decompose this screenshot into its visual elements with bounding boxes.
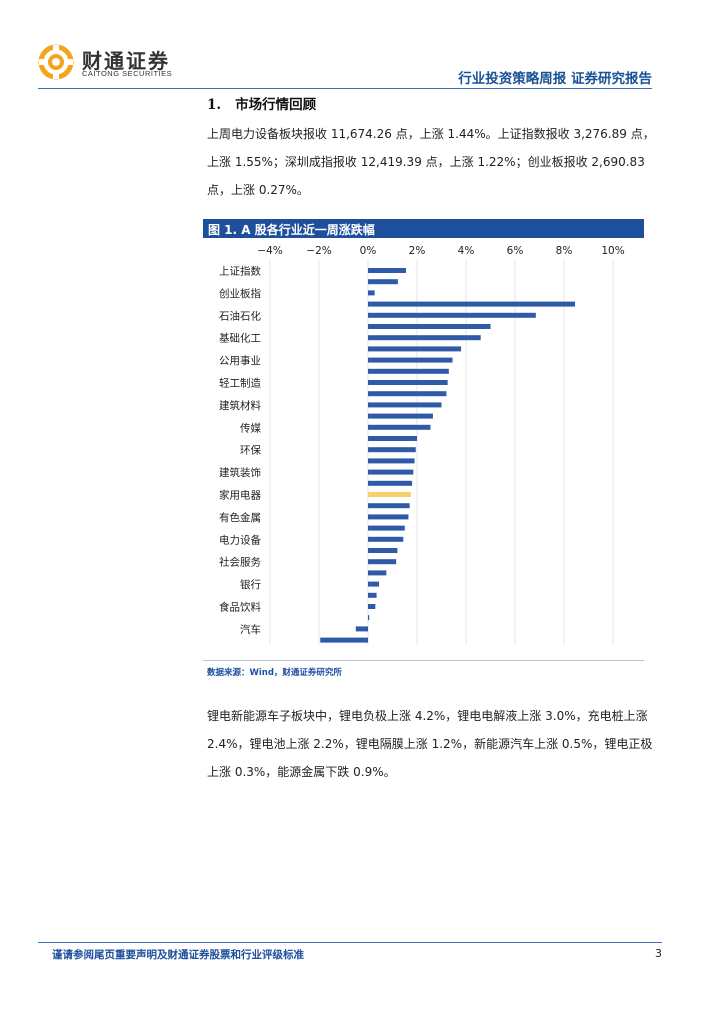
bar	[368, 279, 398, 285]
bar	[368, 536, 404, 542]
bar	[368, 559, 397, 565]
bar	[368, 346, 462, 352]
category-label: 汽车	[240, 623, 261, 636]
bar	[368, 503, 410, 509]
bar	[368, 492, 411, 497]
industry-weekly-change-chart: −4% −2% 0% 2% 4% 6% 8% 10% 上证指数创业板指石油石化基础化工公用事业轻…	[219, 245, 625, 645]
section-number: 1.	[207, 97, 222, 113]
source-divider	[203, 660, 644, 661]
footer-divider	[38, 942, 662, 943]
company-logo: 财通证券 CAITONG SECURITIES	[38, 44, 178, 84]
logo-english-name: CAITONG SECURITIES	[82, 69, 173, 78]
bar	[368, 424, 431, 430]
bar	[368, 312, 536, 318]
footer-disclaimer: 谨请参阅尾页重要声明及财通证券股票和行业评级标准	[52, 949, 304, 961]
bar	[320, 637, 368, 643]
section-heading: 1. 市场行情回顾	[207, 93, 316, 113]
x-tick-label: 4%	[458, 245, 475, 257]
bar	[368, 525, 405, 531]
x-tick-label: −2%	[306, 245, 331, 257]
category-label: 上证指数	[219, 265, 261, 278]
category-label: 石油石化	[219, 309, 261, 322]
category-label: 电力设备	[219, 533, 261, 546]
bar	[368, 592, 377, 598]
category-label: 银行	[240, 578, 261, 591]
category-label: 轻工制造	[219, 377, 261, 390]
bar	[368, 514, 409, 520]
bar	[368, 402, 442, 408]
bar	[368, 357, 453, 363]
category-label: 创业板指	[219, 287, 261, 300]
category-label: 环保	[240, 444, 261, 457]
figure-title: 图 1. A 股各行业近一周涨跌幅	[208, 223, 375, 237]
x-tick-label: 10%	[601, 245, 624, 257]
category-label: 食品饮料	[219, 601, 261, 614]
market-review-paragraph: 上周电力设备板块报收 11,674.26 点，上涨 1.44%。上证指数报收 3…	[207, 127, 655, 197]
x-tick-label: 8%	[556, 245, 573, 257]
bar	[368, 301, 576, 307]
bar	[368, 413, 433, 419]
lithium-subsector-paragraph: 锂电新能源车子板块中，锂电负极上涨 4.2%，锂电电解液上涨 3.0%，充电桩上…	[207, 709, 653, 779]
header-divider	[38, 88, 652, 89]
category-label: 建筑材料	[219, 399, 261, 412]
bar	[368, 436, 417, 441]
report-type-label: 行业投资策略周报 证券研究报告	[458, 71, 652, 87]
bar	[368, 458, 415, 464]
bar	[368, 268, 406, 273]
figure-title-bar: 图 1. A 股各行业近一周涨跌幅	[203, 219, 644, 238]
bar	[368, 324, 491, 329]
bar	[368, 604, 376, 609]
bar	[368, 447, 416, 453]
bar	[368, 548, 398, 553]
category-label: 社会服务	[219, 556, 261, 569]
bar	[368, 581, 380, 587]
category-label: 传媒	[240, 421, 261, 434]
x-tick-label: −4%	[257, 245, 282, 257]
category-label: 有色金属	[219, 511, 261, 524]
bar	[368, 335, 481, 341]
figure-source: 数据来源：Wind，财通证券研究所	[207, 668, 342, 678]
caitong-logo-icon	[38, 44, 74, 80]
bar	[368, 380, 448, 385]
x-tick-label: 6%	[507, 245, 524, 257]
section-title: 市场行情回顾	[235, 97, 317, 113]
x-tick-label: 0%	[360, 245, 377, 257]
category-label: 基础化工	[219, 332, 261, 345]
page-number: 3	[655, 947, 662, 960]
category-label: 公用事业	[219, 354, 261, 367]
bar	[368, 368, 449, 374]
bar	[368, 480, 413, 486]
bar	[368, 391, 447, 397]
x-tick-label: 2%	[409, 245, 426, 257]
logo-chinese-name: 财通证券	[82, 49, 170, 73]
bar	[368, 290, 375, 296]
bar	[368, 469, 414, 475]
bar	[368, 615, 370, 621]
category-label: 建筑装饰	[219, 466, 261, 479]
category-label: 家用电器	[219, 489, 261, 502]
bar	[368, 570, 387, 576]
bar	[355, 626, 368, 632]
